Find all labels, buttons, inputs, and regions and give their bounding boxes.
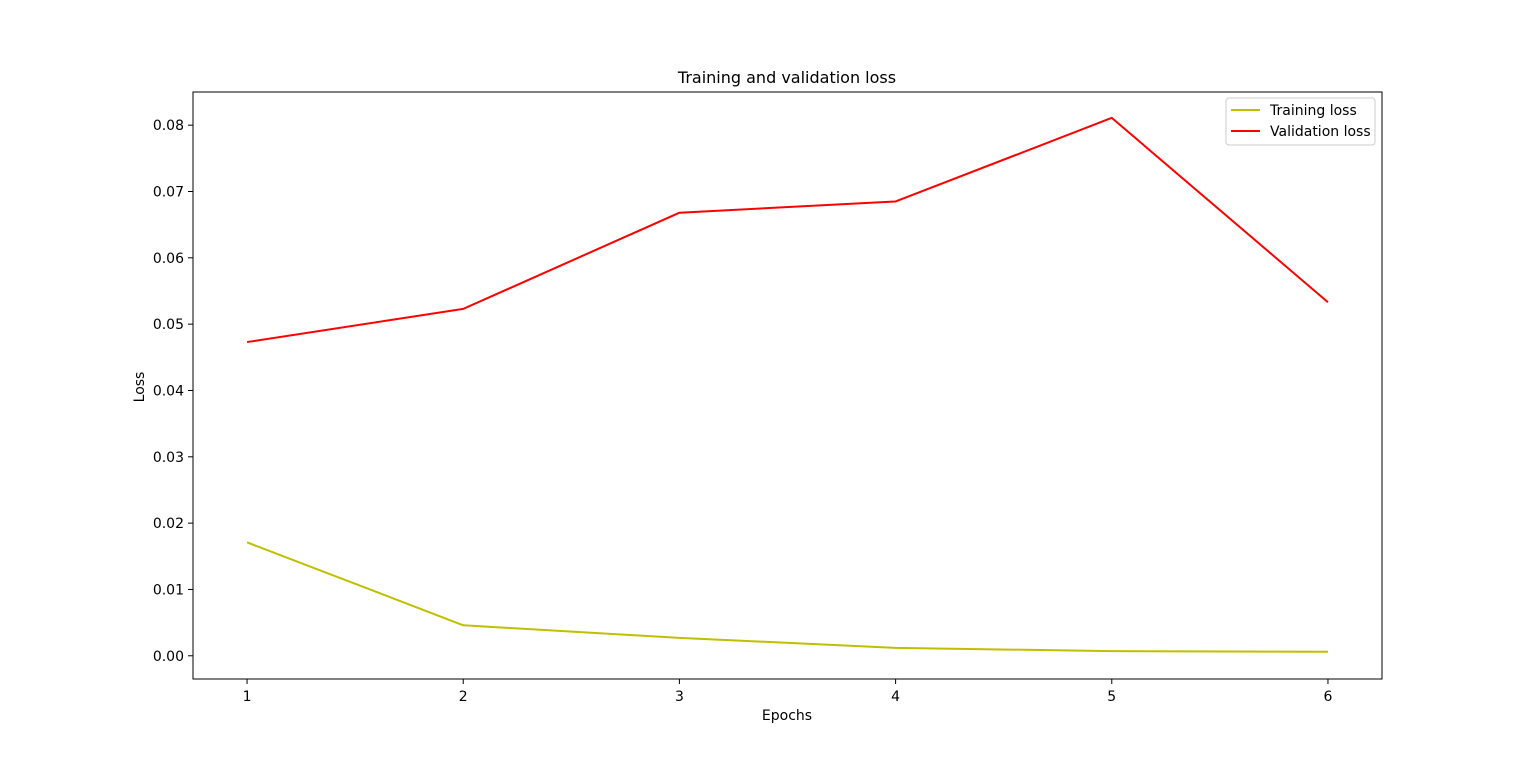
x-tick-label: 3: [675, 689, 684, 705]
x-axis-ticks: 1 2 3 4 5 6: [243, 679, 1332, 705]
series-line-training-loss: [246, 541, 1328, 653]
series-layer: [246, 116, 1329, 653]
x-tick-label: 4: [891, 689, 900, 705]
y-tick-label: 0.02: [153, 516, 184, 532]
y-tick-label: 0.08: [153, 118, 184, 134]
plot-frame: [192, 91, 1383, 680]
y-tick-label: 0.05: [153, 317, 184, 333]
y-axis-label: Loss: [132, 372, 148, 403]
x-tick-label: 5: [1107, 689, 1116, 705]
series-line-validation-loss: [246, 116, 1329, 344]
legend: Training loss Validation loss: [1225, 97, 1376, 146]
y-axis-ticks: 0.00 0.01 0.02 0.03 0.04 0.05 0.06 0.07 0.08: [153, 118, 193, 665]
legend-label-training-loss: Training loss: [1269, 103, 1357, 119]
y-tick-label: 0.00: [153, 649, 184, 665]
legend-label-validation-loss: Validation loss: [1270, 124, 1371, 140]
y-tick-label: 0.03: [153, 450, 184, 466]
chart-title: Training and validation loss: [677, 68, 896, 87]
legend-box: [1225, 97, 1376, 146]
x-axis-label: Epochs: [762, 708, 812, 724]
x-tick-label: 2: [459, 689, 468, 705]
y-tick-label: 0.04: [153, 383, 184, 399]
x-tick-label: 6: [1323, 689, 1332, 705]
y-tick-label: 0.01: [153, 582, 184, 598]
x-tick-label: 1: [243, 689, 252, 705]
y-tick-label: 0.06: [153, 251, 184, 267]
y-tick-label: 0.07: [153, 184, 184, 200]
